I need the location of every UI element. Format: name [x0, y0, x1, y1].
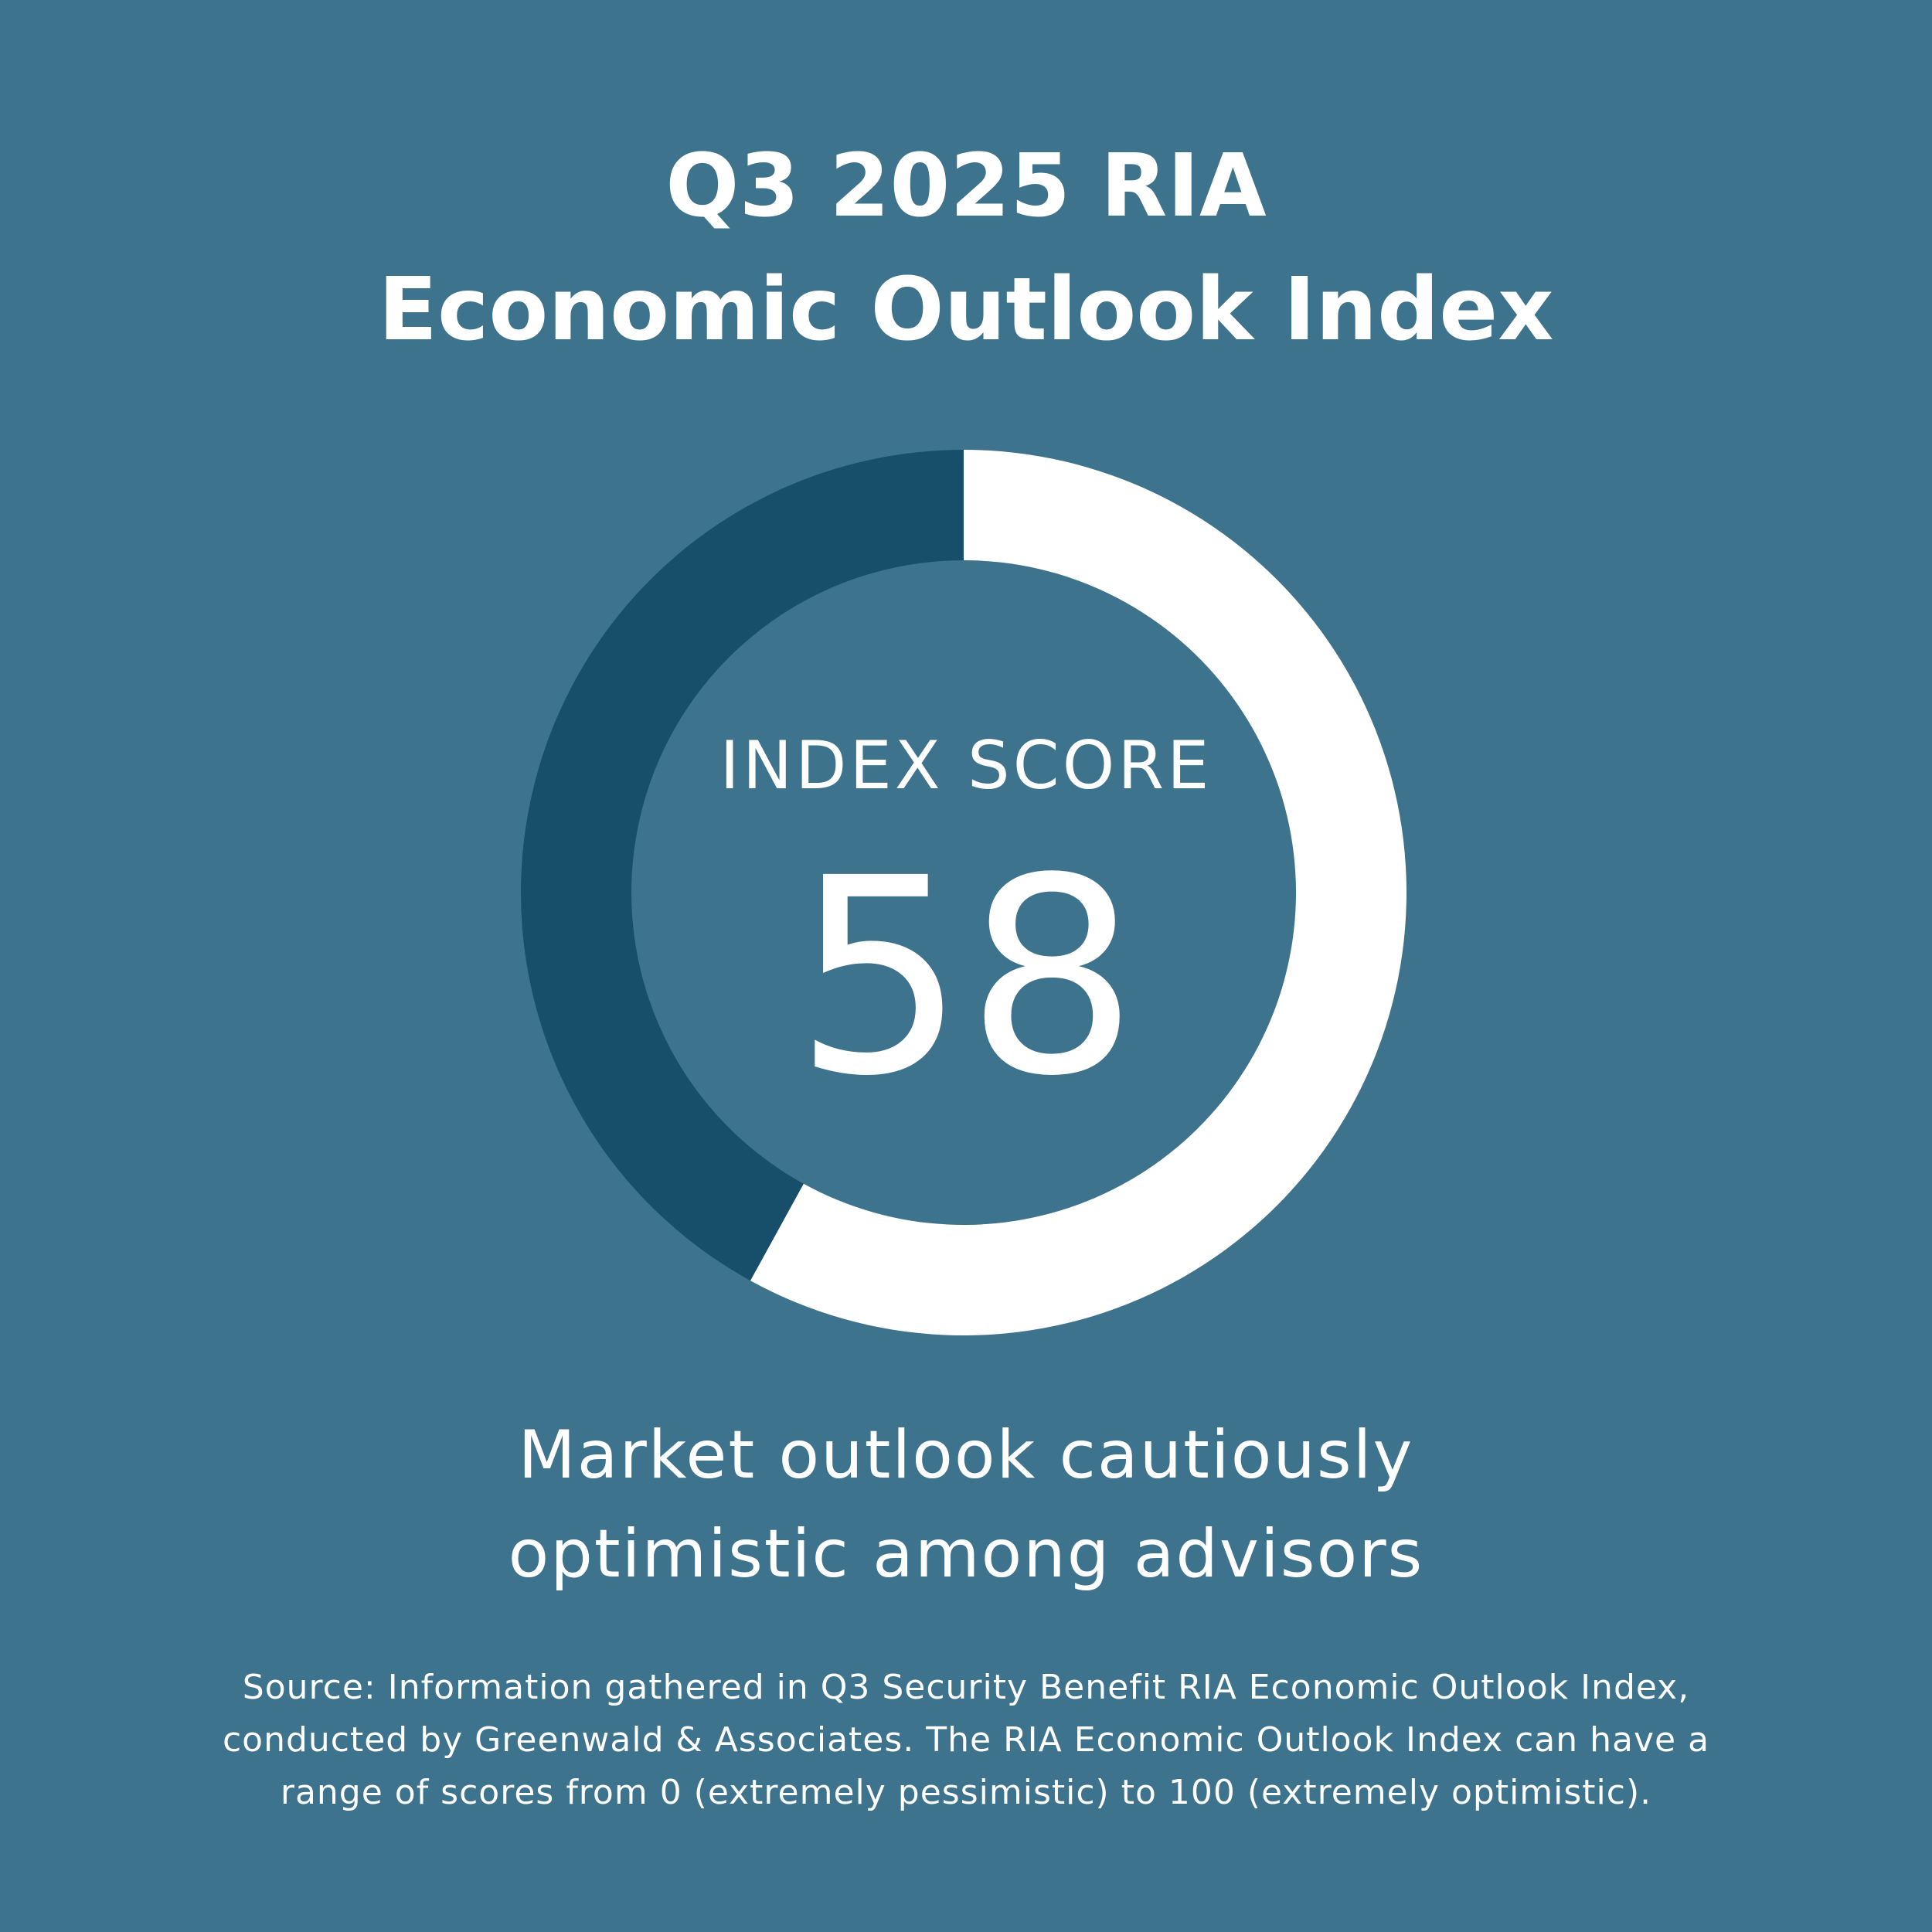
donut-segment-remainder: [521, 450, 964, 1281]
subtitle-line-2: optimistic among advisors: [508, 1515, 1424, 1593]
source-note-line-3: range of scores from 0 (extremely pessim…: [280, 1773, 1652, 1812]
source-note-line-1: Source: Information gathered in Q3 Secur…: [242, 1668, 1690, 1707]
title-line-2: Economic Outlook Index: [378, 260, 1554, 360]
index-score-label: INDEX SCORE: [719, 727, 1213, 804]
donut-segments: [521, 450, 1406, 1336]
subtitle-line-1: Market outlook cautiously: [518, 1417, 1414, 1494]
title-line-1: Q3 2025 RIA: [665, 136, 1267, 236]
index-score-value: 58: [794, 820, 1138, 1135]
donut-segment-score: [750, 450, 1406, 1336]
source-note-line-2: conducted by Greenwald & Associates. The…: [222, 1720, 1710, 1760]
